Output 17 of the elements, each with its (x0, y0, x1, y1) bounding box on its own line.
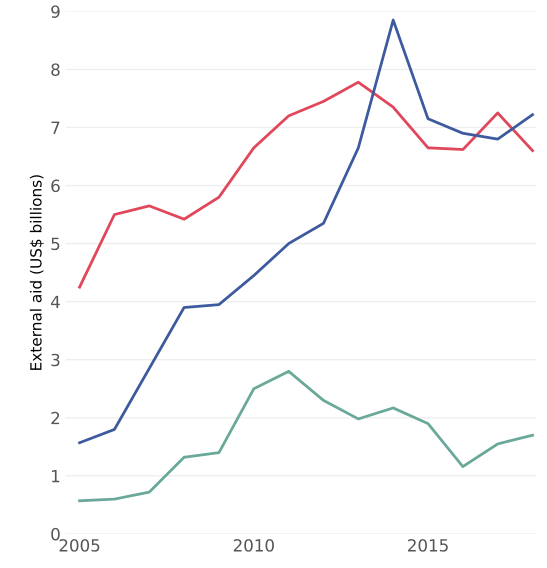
y-tick-label: 6 (51, 180, 60, 192)
line-series (78, 80, 534, 289)
y-tick-label: 2 (51, 412, 60, 424)
x-tick-label: 2015 (408, 539, 448, 552)
y-tick-label: 4 (50, 296, 60, 308)
x-tick-label: 2005 (60, 539, 100, 552)
y-tick-label: 9 (51, 5, 60, 18)
y-tick-label: 3 (51, 354, 60, 366)
y-tick-label: 5 (51, 238, 60, 250)
line-series (78, 370, 534, 502)
line-series (78, 18, 534, 444)
y-tick-label: 8 (51, 63, 60, 76)
x-tick-label: 2010 (234, 539, 274, 552)
y-tick-label: 1 (52, 470, 60, 482)
y-tick-label: 0 (51, 528, 60, 540)
y-axis-title: External aid (US$ billions) (30, 175, 44, 370)
y-tick-label: 7 (52, 122, 60, 134)
